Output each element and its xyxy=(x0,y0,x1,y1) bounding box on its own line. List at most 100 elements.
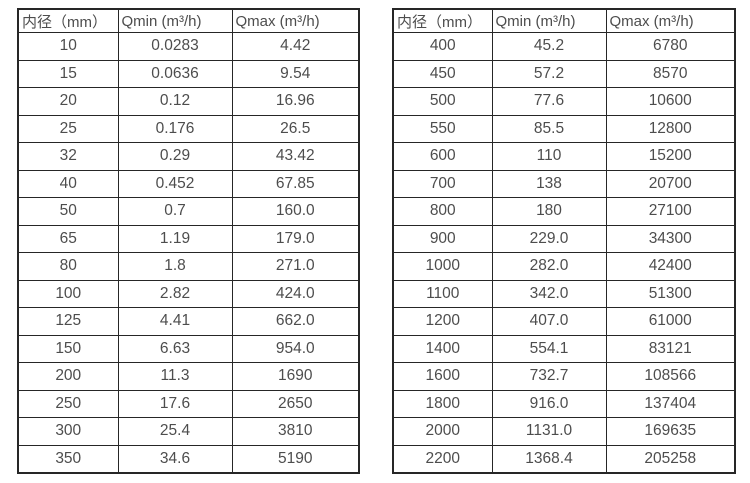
table-row: 900 229.0 34300 xyxy=(392,224,736,253)
table-cell: 2.82 xyxy=(117,279,233,308)
table-cell: 61000 xyxy=(605,307,736,336)
table-cell: 700 xyxy=(392,169,493,198)
table-row: 10 0.0283 4.42 xyxy=(17,32,360,61)
table-cell: 15 xyxy=(17,59,119,88)
table-row: 40 0.452 67.85 xyxy=(17,169,360,198)
table-body: 10 0.0283 4.42 15 0.0636 9.54 20 0.12 16.96 25 0.1… xyxy=(17,32,360,474)
table-cell: 85.5 xyxy=(491,114,607,143)
table-cell: 205258 xyxy=(605,444,736,474)
table-cell: 125 xyxy=(17,307,119,336)
table-cell: 43.42 xyxy=(231,142,360,171)
table-cell: 0.452 xyxy=(117,169,233,198)
column-header-qmin: Qmin (m³/h) xyxy=(491,8,607,33)
table-row: 80 1.8 271.0 xyxy=(17,252,360,281)
table-cell: 4.41 xyxy=(117,307,233,336)
table-row: 700 138 20700 xyxy=(392,169,736,198)
table-cell: 5190 xyxy=(231,444,360,474)
table-cell: 424.0 xyxy=(231,279,360,308)
table-cell: 1400 xyxy=(392,334,493,363)
table-cell: 250 xyxy=(17,389,119,418)
table-cell: 350 xyxy=(17,444,119,474)
table-cell: 77.6 xyxy=(491,87,607,116)
table-cell: 1200 xyxy=(392,307,493,336)
table-row: 350 34.6 5190 xyxy=(17,444,360,474)
table-row: 20 0.12 16.96 xyxy=(17,87,360,116)
table-cell: 138 xyxy=(491,169,607,198)
table-cell: 500 xyxy=(392,87,493,116)
table-cell: 0.0636 xyxy=(117,59,233,88)
table-cell: 3810 xyxy=(231,417,360,446)
table-cell: 10600 xyxy=(605,87,736,116)
table-cell: 550 xyxy=(392,114,493,143)
table-cell: 6.63 xyxy=(117,334,233,363)
table-row: 250 17.6 2650 xyxy=(17,389,360,418)
flow-range-table-large-diameters: 内径（mm） Qmin (m³/h) Qmax (m³/h) 400 45.2 67… xyxy=(392,8,736,474)
table-cell: 15200 xyxy=(605,142,736,171)
column-header-qmax: Qmax (m³/h) xyxy=(605,8,736,33)
table-cell: 110 xyxy=(491,142,607,171)
table-cell: 26.5 xyxy=(231,114,360,143)
table-cell: 11.3 xyxy=(117,362,233,391)
table-cell: 916.0 xyxy=(491,389,607,418)
table-cell: 25.4 xyxy=(117,417,233,446)
table-cell: 554.1 xyxy=(491,334,607,363)
table-cell: 17.6 xyxy=(117,389,233,418)
table-cell: 1368.4 xyxy=(491,444,607,474)
table-cell: 12800 xyxy=(605,114,736,143)
flow-range-table-small-diameters: 内径（mm） Qmin (m³/h) Qmax (m³/h) 10 0.0283 4… xyxy=(17,8,360,474)
table-body: 400 45.2 6780 450 57.2 8570 500 77.6 10600 550 85.… xyxy=(392,32,736,474)
table-row: 550 85.5 12800 xyxy=(392,114,736,143)
table-cell: 51300 xyxy=(605,279,736,308)
table-cell: 0.29 xyxy=(117,142,233,171)
table-cell: 1131.0 xyxy=(491,417,607,446)
table-cell: 150 xyxy=(17,334,119,363)
table-row: 15 0.0636 9.54 xyxy=(17,59,360,88)
table-row: 1100 342.0 51300 xyxy=(392,279,736,308)
table-row: 32 0.29 43.42 xyxy=(17,142,360,171)
table-cell: 200 xyxy=(17,362,119,391)
table-cell: 2000 xyxy=(392,417,493,446)
table-cell: 732.7 xyxy=(491,362,607,391)
table-cell: 160.0 xyxy=(231,197,360,226)
table-cell: 137404 xyxy=(605,389,736,418)
header-row: 内径（mm） Qmin (m³/h) Qmax (m³/h) xyxy=(17,8,360,33)
table-cell: 40 xyxy=(17,169,119,198)
table-cell: 0.12 xyxy=(117,87,233,116)
table-row: 450 57.2 8570 xyxy=(392,59,736,88)
header-row: 内径（mm） Qmin (m³/h) Qmax (m³/h) xyxy=(392,8,736,33)
table-cell: 50 xyxy=(17,197,119,226)
table-cell: 954.0 xyxy=(231,334,360,363)
table-cell: 1000 xyxy=(392,252,493,281)
table-cell: 9.54 xyxy=(231,59,360,88)
table-cell: 34.6 xyxy=(117,444,233,474)
table-cell: 2650 xyxy=(231,389,360,418)
table-cell: 662.0 xyxy=(231,307,360,336)
table-row: 125 4.41 662.0 xyxy=(17,307,360,336)
column-header-diameter: 内径（mm） xyxy=(392,8,493,33)
table-cell: 282.0 xyxy=(491,252,607,281)
table-row: 1600 732.7 108566 xyxy=(392,362,736,391)
table-cell: 1800 xyxy=(392,389,493,418)
table-row: 2200 1368.4 205258 xyxy=(392,444,736,474)
table-header: 内径（mm） Qmin (m³/h) Qmax (m³/h) xyxy=(17,8,360,33)
table-cell: 407.0 xyxy=(491,307,607,336)
table-cell: 100 xyxy=(17,279,119,308)
table-cell: 1.19 xyxy=(117,224,233,253)
table-row: 25 0.176 26.5 xyxy=(17,114,360,143)
table-cell: 80 xyxy=(17,252,119,281)
table-cell: 10 xyxy=(17,32,119,61)
table-row: 2000 1131.0 169635 xyxy=(392,417,736,446)
table-cell: 6780 xyxy=(605,32,736,61)
table-cell: 108566 xyxy=(605,362,736,391)
table-cell: 25 xyxy=(17,114,119,143)
table-cell: 400 xyxy=(392,32,493,61)
table-cell: 8570 xyxy=(605,59,736,88)
table-cell: 0.0283 xyxy=(117,32,233,61)
table-row: 400 45.2 6780 xyxy=(392,32,736,61)
table-row: 1800 916.0 137404 xyxy=(392,389,736,418)
table-cell: 271.0 xyxy=(231,252,360,281)
table-row: 600 110 15200 xyxy=(392,142,736,171)
table-cell: 1.8 xyxy=(117,252,233,281)
table-cell: 1100 xyxy=(392,279,493,308)
